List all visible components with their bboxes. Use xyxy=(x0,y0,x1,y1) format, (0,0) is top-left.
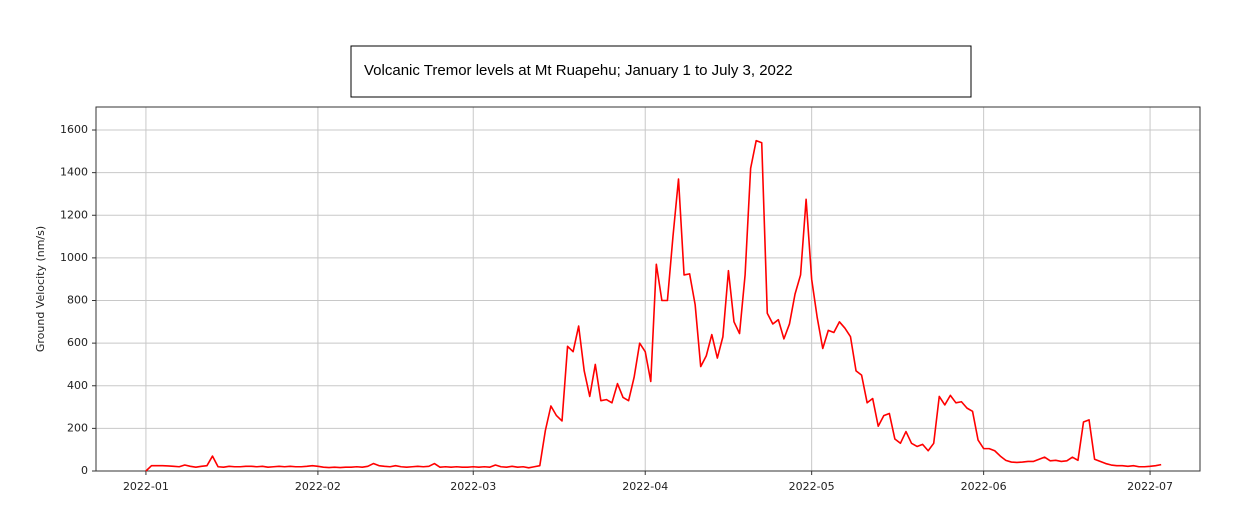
x-tick-label: 2022-01 xyxy=(123,480,169,493)
y-axis-label: Ground Velocity (nm/s) xyxy=(34,226,47,352)
y-tick-label: 400 xyxy=(67,379,88,392)
x-tick-label: 2022-03 xyxy=(450,480,496,493)
y-tick-label: 1400 xyxy=(60,166,88,179)
chart-title: Volcanic Tremor levels at Mt Ruapehu; Ja… xyxy=(364,62,793,79)
x-tick-label: 2022-07 xyxy=(1127,480,1173,493)
x-tick-label: 2022-02 xyxy=(295,480,341,493)
y-tick-label: 1600 xyxy=(60,123,88,136)
y-tick-label: 0 xyxy=(81,464,88,477)
y-tick-label: 1000 xyxy=(60,251,88,264)
y-tick-label: 1200 xyxy=(60,208,88,221)
x-tick-label: 2022-06 xyxy=(961,480,1007,493)
plot-frame xyxy=(95,106,1201,472)
y-tick-label: 800 xyxy=(67,294,88,307)
y-tick-label: 600 xyxy=(67,336,88,349)
data-line xyxy=(145,139,1162,472)
x-tick-label: 2022-05 xyxy=(789,480,835,493)
y-tick-label: 200 xyxy=(67,421,88,434)
x-tick-label: 2022-04 xyxy=(622,480,668,493)
title-box xyxy=(350,45,972,98)
